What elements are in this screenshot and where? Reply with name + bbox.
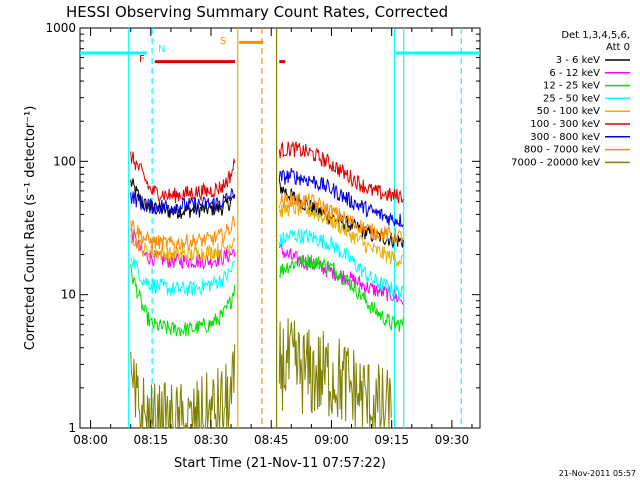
legend-header: Att 0 [606, 42, 630, 53]
legend: Det 1,3,4,5,6,Att 0 3 - 6 keV 6 - 12 keV 12… [511, 30, 630, 168]
series-line [130, 215, 236, 251]
series-line [278, 254, 404, 332]
legend-entry-label: 300 - 800 keV [530, 132, 600, 143]
series-line [278, 199, 404, 267]
legend-entry-label: 6 - 12 keV [549, 68, 600, 79]
series-line [130, 228, 236, 271]
legend-entry-label: 100 - 300 keV [530, 119, 600, 130]
chart-title: HESSI Observing Summary Count Rates, Cor… [66, 3, 448, 21]
series-line [130, 151, 236, 204]
y-tick-label: 100 [53, 154, 76, 168]
flag-bars [80, 40, 480, 64]
series-line [278, 191, 404, 244]
y-tick-label: 1000 [45, 21, 76, 35]
y-ticks: 1 10 100 1000 [45, 21, 480, 435]
legend-entry-label: 25 - 50 keV [543, 93, 600, 104]
x-tick-label: 08:45 [254, 433, 289, 447]
plot-frame [79, 27, 481, 429]
vertical-markers [128, 28, 462, 428]
x-ticks: 08:00 08:15 08:30 08:45 09:00 09:15 09:30 [73, 28, 473, 447]
series-line [130, 344, 236, 429]
x-axis-label: Start Time (21-Nov-11 07:57:22) [174, 456, 386, 471]
legend-entry-label: 12 - 25 keV [543, 81, 600, 92]
legend-entry-label: 800 - 7000 keV [524, 145, 600, 156]
series-line [278, 167, 404, 228]
legend-entry-label: 7000 - 20000 keV [511, 157, 600, 168]
x-tick-label: 08:00 [73, 433, 108, 447]
series-line [278, 318, 392, 429]
series-line [130, 256, 236, 297]
flag-label-N: N [158, 44, 165, 55]
series-line [130, 264, 236, 337]
series-group [130, 140, 404, 429]
series-line [278, 228, 404, 301]
flag-label-S: S [220, 36, 226, 47]
x-tick-label: 09:15 [374, 433, 409, 447]
x-tick-label: 08:30 [194, 433, 229, 447]
series-line [130, 187, 236, 215]
y-tick-label: 10 [61, 288, 76, 302]
y-axis-label: Corrected Count Rate (s⁻¹ detector⁻¹) [23, 106, 38, 351]
x-tick-label: 08:15 [133, 433, 168, 447]
series-line [278, 140, 404, 204]
legend-entry-label: 50 - 100 keV [537, 106, 601, 117]
x-tick-label: 09:30 [435, 433, 470, 447]
flag-label-F: F [139, 54, 145, 65]
series-line [130, 234, 236, 263]
legend-header: Det 1,3,4,5,6, [561, 30, 630, 41]
plot-area: 08:00 08:15 08:30 08:45 09:00 09:15 09:30 1101… [45, 21, 481, 447]
legend-entry-label: 3 - 6 keV [556, 55, 600, 66]
timestamp: 21-Nov-2011 05:57 [559, 469, 636, 478]
y-tick-label: 1 [68, 421, 76, 435]
x-tick-label: 09:00 [314, 433, 349, 447]
